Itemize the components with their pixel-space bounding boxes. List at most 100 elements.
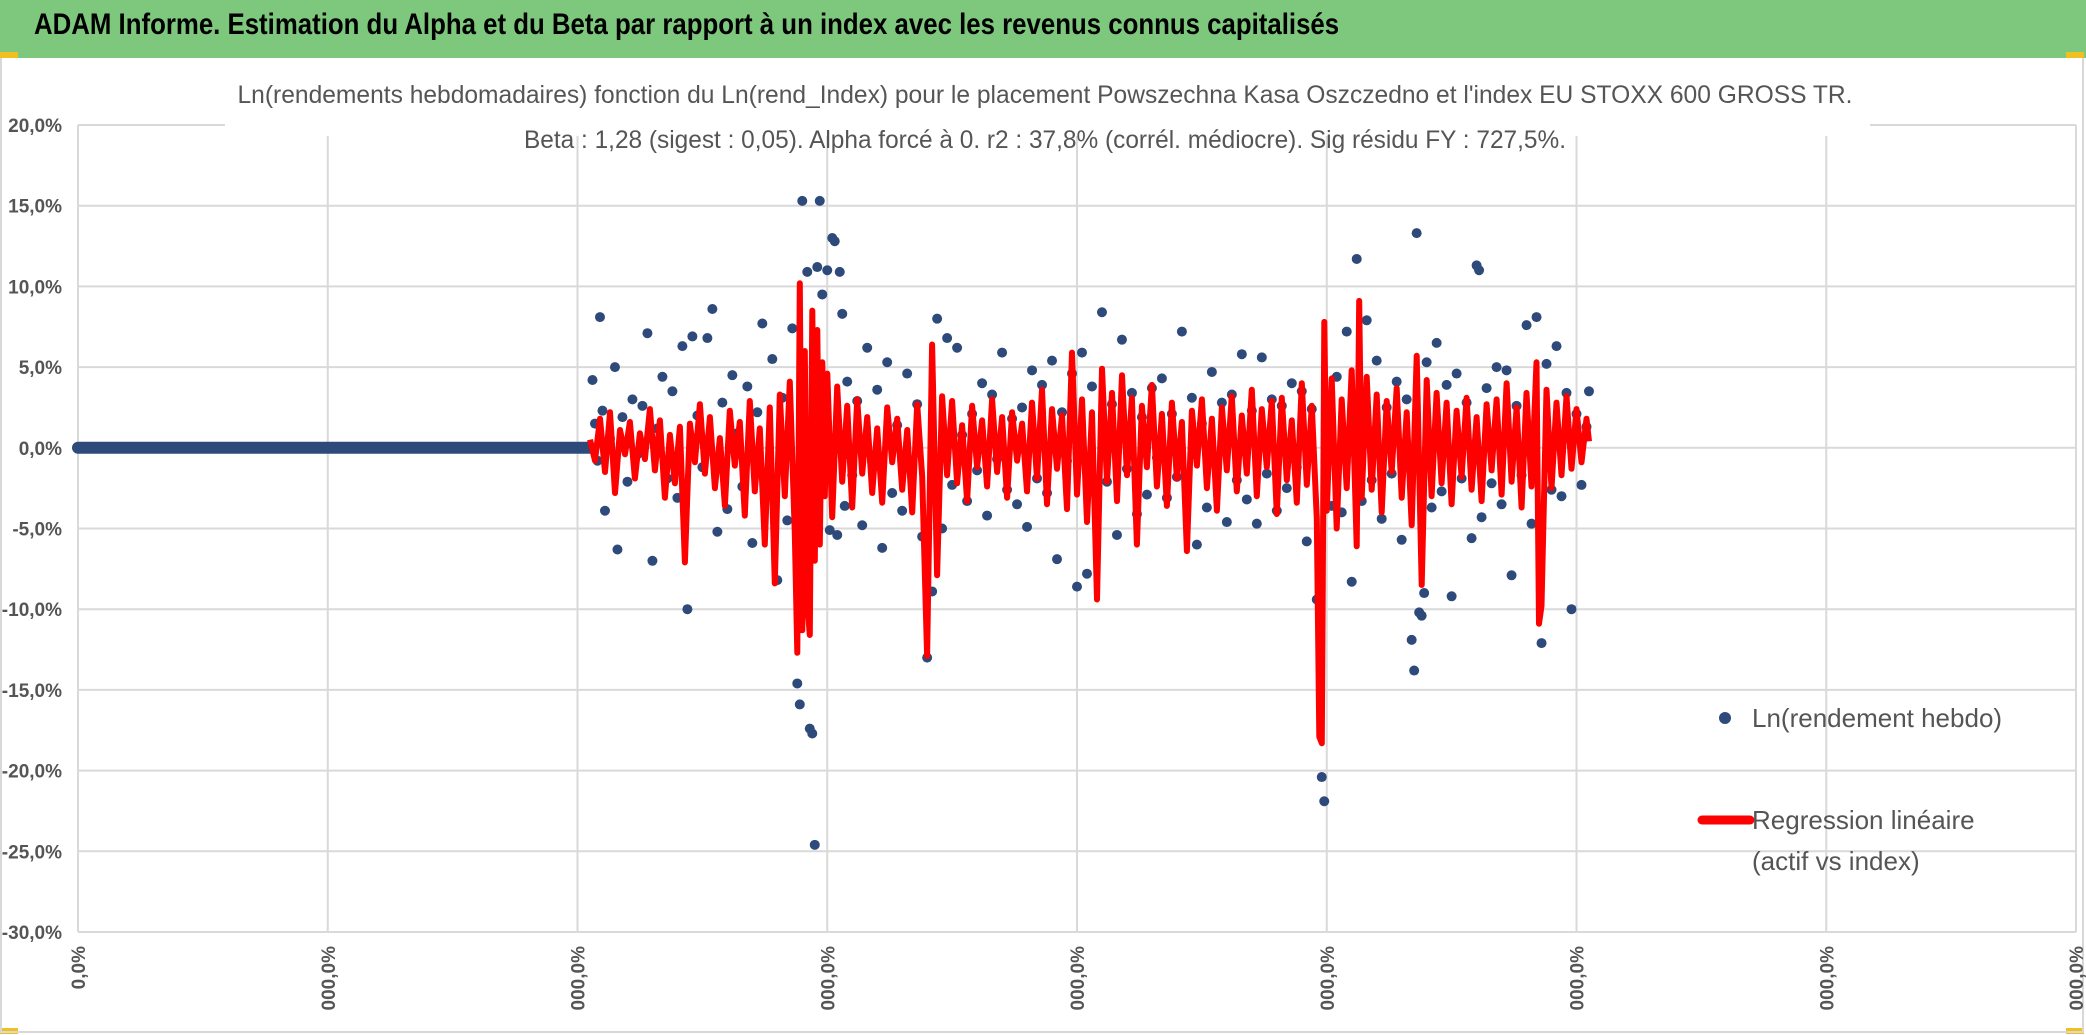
data-point <box>837 308 848 319</box>
legend-label-points: Ln(rendement hebdo) <box>1752 703 2002 733</box>
x-tick-label: 000,0% <box>1068 946 1089 1011</box>
y-axis-ticks: 20,0% 15,0% 10,0% 5,0% 0,0% -5,0% -10,0% -15,0%… <box>2 116 62 944</box>
y-tick-label: -20,0% <box>2 762 62 783</box>
data-point <box>802 266 813 277</box>
title-background <box>225 66 1870 136</box>
data-point <box>1556 491 1567 502</box>
data-point <box>832 529 843 540</box>
data-point <box>1241 494 1252 505</box>
data-point <box>1501 365 1512 376</box>
data-point <box>897 505 908 516</box>
x-tick-label: 000,0% <box>2067 946 2086 1011</box>
y-tick-label: 15,0% <box>8 197 62 218</box>
data-point <box>1076 347 1087 358</box>
data-point <box>1201 502 1212 513</box>
data-point <box>839 500 850 511</box>
y-tick-label: -25,0% <box>2 842 62 863</box>
data-point <box>1316 772 1327 783</box>
data-point <box>1037 379 1048 390</box>
data-point <box>1221 517 1232 528</box>
data-point <box>1351 253 1362 264</box>
data-point <box>1376 513 1387 524</box>
corner-marker-top-right <box>2066 52 2084 58</box>
data-point <box>807 728 818 739</box>
x-tick-label: 000,0% <box>1568 946 1589 1011</box>
data-point <box>1236 349 1247 360</box>
data-point <box>1012 499 1023 510</box>
data-point <box>609 362 620 373</box>
chart-title: Ln(rendements hebdomadaires) fonction du… <box>238 81 1853 109</box>
chart-legend: Ln(rendement hebdo) Regression linéaire … <box>1697 703 2002 876</box>
data-point <box>1346 576 1357 587</box>
regression-line <box>587 280 1592 747</box>
data-point <box>1256 352 1267 363</box>
data-point <box>1431 337 1442 348</box>
data-point <box>712 526 723 537</box>
data-point <box>677 341 688 352</box>
series-ln-rendement-hebdo <box>587 195 1594 850</box>
data-point <box>1186 392 1197 403</box>
data-point <box>587 375 598 386</box>
data-point <box>612 544 623 555</box>
data-point <box>1526 518 1537 529</box>
x-tick-label: 000,0% <box>1318 946 1339 1011</box>
data-point <box>597 405 608 416</box>
data-point <box>1566 604 1577 615</box>
data-point <box>834 266 845 277</box>
y-tick-label: 0,0% <box>19 439 62 460</box>
y-tick-label: 10,0% <box>8 277 62 298</box>
data-point <box>1086 381 1097 392</box>
y-tick-label: 20,0% <box>8 116 62 137</box>
data-point <box>599 505 610 516</box>
data-point <box>1491 362 1502 373</box>
data-point <box>682 604 693 615</box>
x-tick-label: 000,0% <box>1817 946 1838 1011</box>
data-point <box>707 303 718 314</box>
data-point <box>982 510 993 521</box>
data-point <box>829 236 840 247</box>
data-point <box>1261 468 1272 479</box>
data-point <box>1251 518 1262 529</box>
data-point <box>1409 665 1420 676</box>
data-point <box>787 323 798 334</box>
data-point <box>817 289 828 300</box>
x-tick-label: 000,0% <box>818 946 839 1011</box>
data-point <box>1496 499 1507 510</box>
data-point <box>1583 386 1594 397</box>
data-point <box>822 265 833 276</box>
data-point <box>752 407 763 418</box>
data-point <box>1536 638 1547 649</box>
data-point <box>809 839 820 850</box>
data-point <box>727 370 738 381</box>
y-tick-label: 5,0% <box>19 358 62 379</box>
data-point <box>1576 479 1587 490</box>
chart-subtitle: Beta : 1,28 (sigest : 0,05). Alpha forcé… <box>524 126 1566 154</box>
data-point <box>1206 366 1217 377</box>
data-point <box>642 328 653 339</box>
data-point <box>932 313 943 324</box>
y-tick-label: -10,0% <box>2 600 62 621</box>
data-point <box>1371 355 1382 366</box>
data-point <box>1474 265 1485 276</box>
data-point <box>1426 502 1437 513</box>
data-point <box>1156 373 1167 384</box>
data-point <box>1419 588 1430 599</box>
y-tick-label: -30,0% <box>2 923 62 944</box>
chart-frame <box>0 58 2084 1033</box>
data-point <box>1401 394 1412 405</box>
data-point <box>977 378 988 389</box>
data-point <box>1111 529 1122 540</box>
data-point <box>812 262 823 273</box>
data-point <box>1406 634 1417 645</box>
data-point <box>1391 376 1402 387</box>
data-point <box>1191 539 1202 550</box>
data-point <box>594 312 605 323</box>
y-tick-label: -5,0% <box>12 520 62 541</box>
data-point <box>637 400 648 411</box>
data-point <box>1416 610 1427 621</box>
data-point <box>824 525 835 536</box>
data-point <box>782 515 793 526</box>
data-point <box>687 331 698 342</box>
data-point <box>647 555 658 566</box>
data-point <box>1281 483 1292 494</box>
